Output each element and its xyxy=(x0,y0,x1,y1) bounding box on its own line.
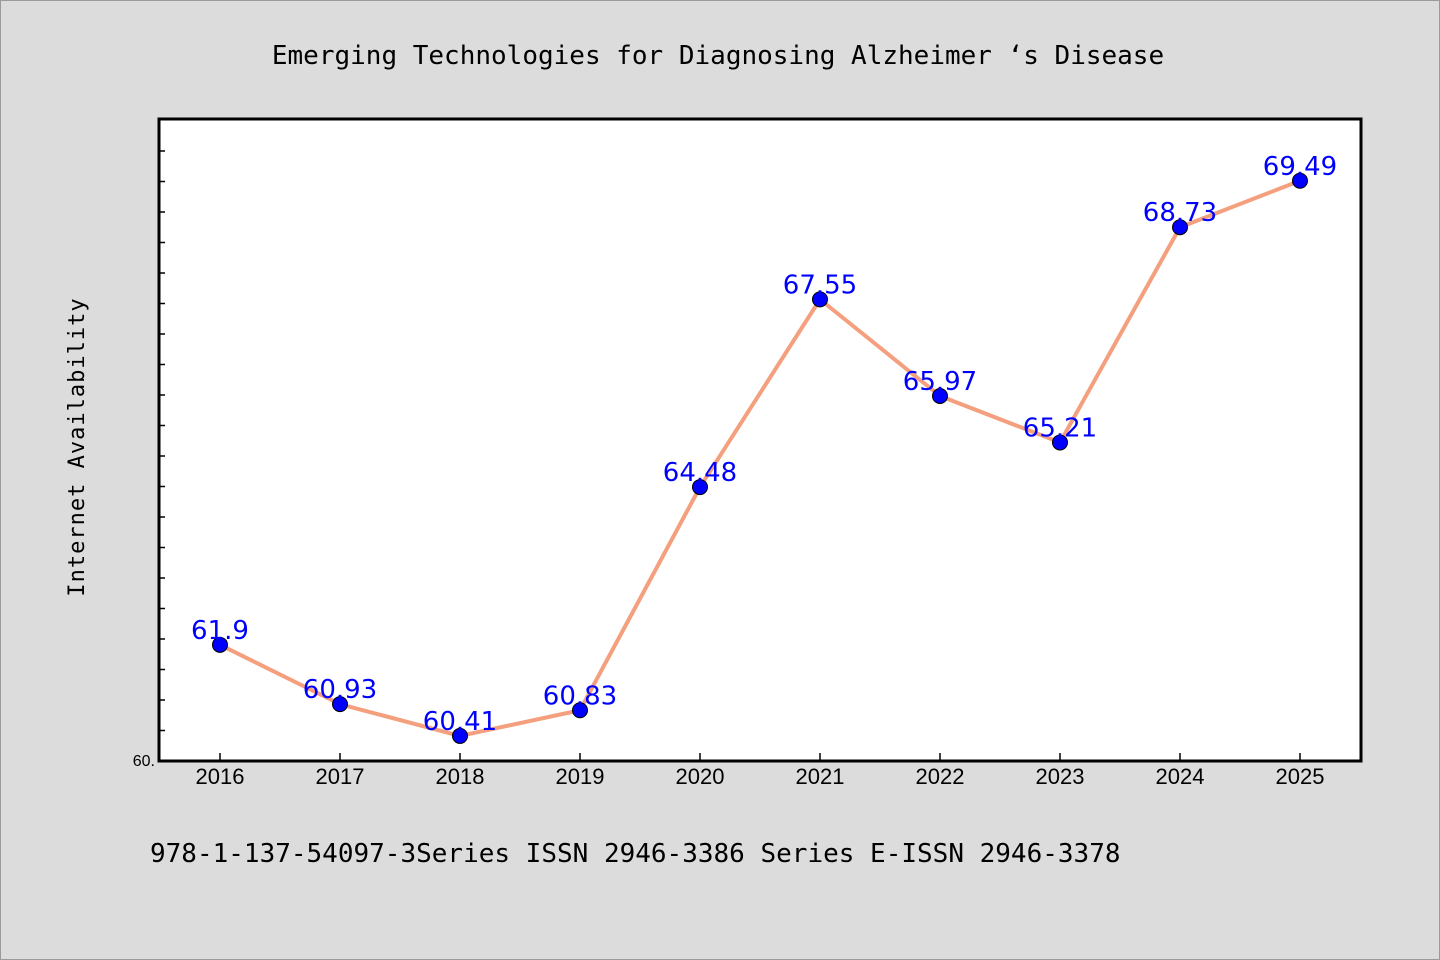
data-label: 69.49 xyxy=(1263,152,1337,182)
plot-area xyxy=(157,117,1363,763)
x-tick-label: 2021 xyxy=(796,764,845,789)
x-tick-label: 2022 xyxy=(916,764,965,789)
x-tick-label: 2025 xyxy=(1276,764,1325,789)
data-label: 60.93 xyxy=(303,675,377,705)
data-label-group: 61.9 60.93 60.41 60.83 64.48 67.55 65.97 65.21 6… xyxy=(191,152,1337,737)
data-point xyxy=(212,636,228,653)
data-label: 65.21 xyxy=(1023,413,1097,443)
data-point xyxy=(932,387,948,404)
data-point xyxy=(1052,434,1068,451)
x-tick-label: 2023 xyxy=(1036,764,1085,789)
series-line-group xyxy=(218,178,1302,738)
series-line xyxy=(218,178,1302,738)
y-tick-label: 60. xyxy=(133,753,155,770)
data-point xyxy=(332,696,348,713)
data-label: 60.41 xyxy=(423,707,497,737)
x-tick-label: 2020 xyxy=(676,764,725,789)
data-point xyxy=(1172,219,1188,236)
data-label: 67.55 xyxy=(783,270,857,300)
data-point xyxy=(692,479,708,496)
x-tick-label: 2024 xyxy=(1156,764,1205,789)
y-axis-ticks xyxy=(159,150,165,732)
data-point xyxy=(572,702,588,719)
x-tick-label: 2017 xyxy=(316,764,365,789)
data-label: 61.9 xyxy=(191,616,249,646)
data-label: 60.83 xyxy=(543,681,617,711)
y-axis-label: Internet Availability xyxy=(65,297,90,596)
data-point xyxy=(1292,172,1308,189)
data-label: 68.73 xyxy=(1143,198,1217,228)
data-point xyxy=(452,727,468,744)
marker-group xyxy=(212,172,1308,744)
x-axis-ticks: 2016 2017 2018 2019 2020 2021 2022 2023 2024 2025 xyxy=(196,753,1325,789)
x-tick-label: 2018 xyxy=(436,764,485,789)
x-tick-label: 2019 xyxy=(556,764,605,789)
chart-title: Emerging Technologies for Diagnosing Alz… xyxy=(272,41,1164,71)
data-label: 65.97 xyxy=(903,367,977,397)
footer-text: 978-1-137-54097-3Series ISSN 2946-3386 S… xyxy=(150,839,1121,869)
data-point xyxy=(812,291,828,308)
data-label: 64.48 xyxy=(663,458,737,488)
x-tick-label: 2016 xyxy=(196,764,245,789)
